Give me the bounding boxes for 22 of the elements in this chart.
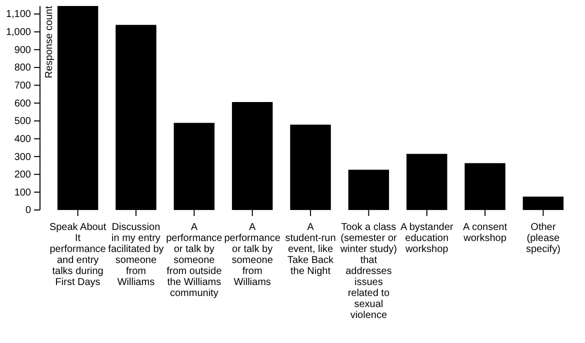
y-tick-label: 1,100 bbox=[6, 9, 32, 20]
y-tick-label: 500 bbox=[14, 116, 32, 128]
y-tick-label: 800 bbox=[14, 62, 32, 74]
y-tick-label: 900 bbox=[14, 44, 32, 56]
y-tick-label: 200 bbox=[14, 170, 32, 181]
y-tick-label: 100 bbox=[14, 187, 32, 198]
y-tick-label: 0 bbox=[25, 205, 32, 216]
x-tick-label: A bystander education workshop bbox=[400, 222, 454, 255]
x-tick-label: Speak About It performance and entry talks during First Days bbox=[49, 222, 106, 288]
y-tick-label: 300 bbox=[14, 152, 32, 163]
y-tick-label: 700 bbox=[14, 80, 32, 92]
y-tick-label: 1,000 bbox=[6, 27, 32, 38]
y-tick-label: 600 bbox=[14, 98, 32, 110]
x-tick-label: A student-run event, like Take Back the Night bbox=[285, 222, 336, 277]
x-tick-label: Discussion in my entry facilitated by someone from Williams bbox=[108, 222, 164, 288]
x-tick-label: A consent workshop bbox=[462, 222, 508, 244]
y-axis-title: Response count bbox=[44, 6, 55, 78]
y-tick-label: 400 bbox=[14, 134, 32, 145]
x-tick-label: A performance or talk by someone from Williams bbox=[224, 222, 281, 288]
x-tick-label: A performance or talk by someone from outside the Williams community bbox=[166, 222, 223, 299]
category-label: Took a class (semester or winter study) that addresses issues related to sexual violence bbox=[340, 222, 398, 321]
x-tick-label: Other (please specify) bbox=[526, 222, 560, 255]
